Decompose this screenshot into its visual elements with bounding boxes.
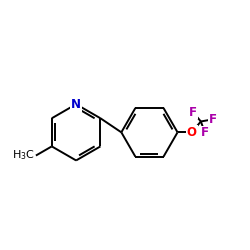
Text: N: N (71, 98, 81, 111)
Text: F: F (209, 113, 217, 126)
Text: F: F (201, 126, 209, 140)
Text: H$_3$C: H$_3$C (12, 149, 35, 162)
Text: F: F (189, 106, 197, 118)
Text: O: O (187, 126, 197, 139)
